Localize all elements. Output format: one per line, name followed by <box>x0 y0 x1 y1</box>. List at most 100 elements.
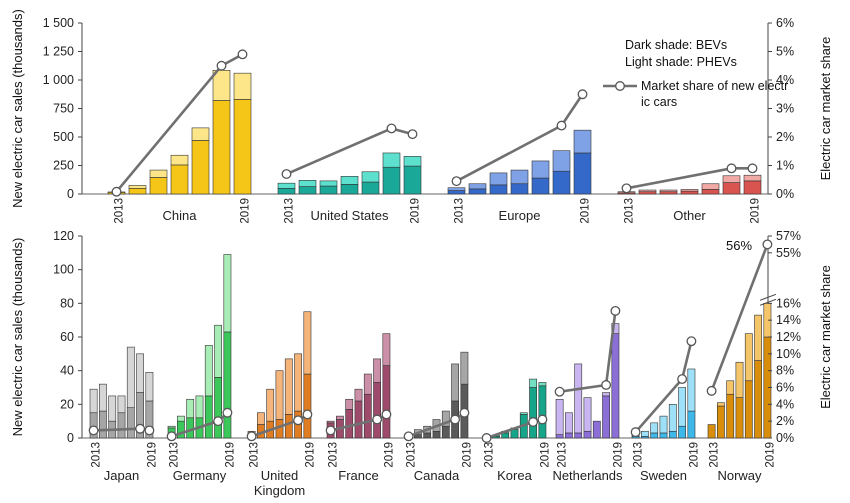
bar-bev <box>552 170 571 195</box>
bar-bev <box>574 432 583 439</box>
market-share-point <box>726 163 737 174</box>
bar-phev <box>538 382 547 387</box>
market-share-point <box>528 417 539 427</box>
bar-bev <box>284 414 293 439</box>
market-share-point <box>293 415 304 426</box>
y-tick-label: 250 <box>53 159 74 173</box>
bar-bev <box>432 430 441 439</box>
bar-phev <box>611 323 620 334</box>
market-share-point <box>537 414 548 425</box>
bar-bev <box>538 385 547 439</box>
bar-bev <box>212 100 231 195</box>
category-label: Japan <box>104 468 139 483</box>
bar-phev <box>223 254 232 333</box>
market-share-point <box>706 385 717 396</box>
bar-phev <box>126 346 135 409</box>
bar-phev <box>552 150 571 172</box>
market-share-point <box>144 425 155 436</box>
market-share-point <box>451 176 462 187</box>
market-share-point <box>403 431 414 442</box>
bar-bev <box>659 432 668 439</box>
market-share-point <box>372 414 383 425</box>
bar-bev <box>99 410 107 439</box>
market-share-point <box>747 163 758 174</box>
bar-phev <box>447 187 466 191</box>
bar-phev <box>510 169 529 185</box>
bar-phev <box>233 72 252 100</box>
bar-phev <box>441 410 450 427</box>
year-label: 2019 <box>410 198 422 224</box>
bar-bev <box>602 395 610 439</box>
bar-phev <box>519 412 528 415</box>
bar-phev <box>754 314 762 361</box>
y2-tick-label: 6% <box>776 16 794 30</box>
year-label: 2019 <box>688 442 700 468</box>
bar-bev <box>489 184 508 195</box>
market-share-point <box>246 431 257 442</box>
bar-bev <box>382 166 401 195</box>
bar-phev <box>531 160 550 179</box>
y2-tick-label: 14% <box>776 313 801 327</box>
bottom-y-axis-title: New electric car sales (thousands) <box>10 238 25 437</box>
bar-phev <box>204 345 213 397</box>
bar-phev <box>668 404 677 432</box>
bar-phev <box>687 368 696 412</box>
bar-bev <box>555 434 564 439</box>
bar-phev <box>345 398 354 410</box>
market-share-point <box>166 431 177 442</box>
y2-tick-label: 0% <box>776 187 794 201</box>
bar-phev <box>650 422 659 434</box>
market-share-point <box>621 183 632 194</box>
bar-bev <box>363 393 372 439</box>
bar-bev <box>659 191 678 195</box>
y2-tick-label: 5% <box>776 45 794 59</box>
bar-phev <box>680 189 699 192</box>
market-share-point <box>135 423 146 434</box>
bar-bev <box>510 429 519 439</box>
bar-phev <box>555 398 564 435</box>
bar-phev <box>326 420 335 424</box>
bar-phev <box>89 388 98 414</box>
category-label: Canada <box>414 468 460 483</box>
market-share-point <box>213 416 224 427</box>
y2-tick-label: 1% <box>776 159 794 173</box>
bar-bev <box>687 410 696 439</box>
y-tick-label: 120 <box>53 229 74 243</box>
bar-phev <box>191 127 210 141</box>
bar-phev <box>460 351 469 385</box>
year-label: 2019 <box>240 198 252 224</box>
market-share-point <box>216 60 227 71</box>
year-label: 2013 <box>249 442 261 468</box>
bar-phev <box>128 185 147 189</box>
bar-phev <box>145 372 154 402</box>
y2-tick-label: 4% <box>776 73 794 87</box>
bar-phev <box>602 392 610 397</box>
top-y-axis-title: New electric car sales (thousands) <box>10 9 25 208</box>
bar-phev <box>136 353 144 393</box>
bottom-y2-axis-title: Electric car market share <box>818 265 833 409</box>
bar-bev <box>277 188 296 195</box>
bar-bev <box>668 430 677 439</box>
bar-bev <box>529 387 537 439</box>
bar-bev <box>423 432 432 439</box>
bar-phev <box>489 172 508 186</box>
y-tick-label: 750 <box>53 102 74 116</box>
category-label: Norway <box>717 468 762 483</box>
bar-phev <box>275 370 284 420</box>
y-tick-label: 0 <box>67 431 74 445</box>
year-label: 2013 <box>454 198 466 224</box>
bar-phev <box>214 324 222 378</box>
bar-bev <box>177 420 185 439</box>
category-label: Europe <box>499 208 541 223</box>
bar-phev <box>373 358 381 383</box>
year-label: 2013 <box>557 442 569 468</box>
bar-phev <box>382 152 401 168</box>
bar-bev <box>678 425 686 439</box>
bar-phev <box>722 175 741 183</box>
bar-phev <box>726 380 735 395</box>
year-label: 2019 <box>146 442 158 468</box>
bar-phev <box>564 412 573 434</box>
bar-phev <box>716 402 725 407</box>
bar-phev <box>573 129 592 154</box>
bar-bev <box>319 185 338 195</box>
